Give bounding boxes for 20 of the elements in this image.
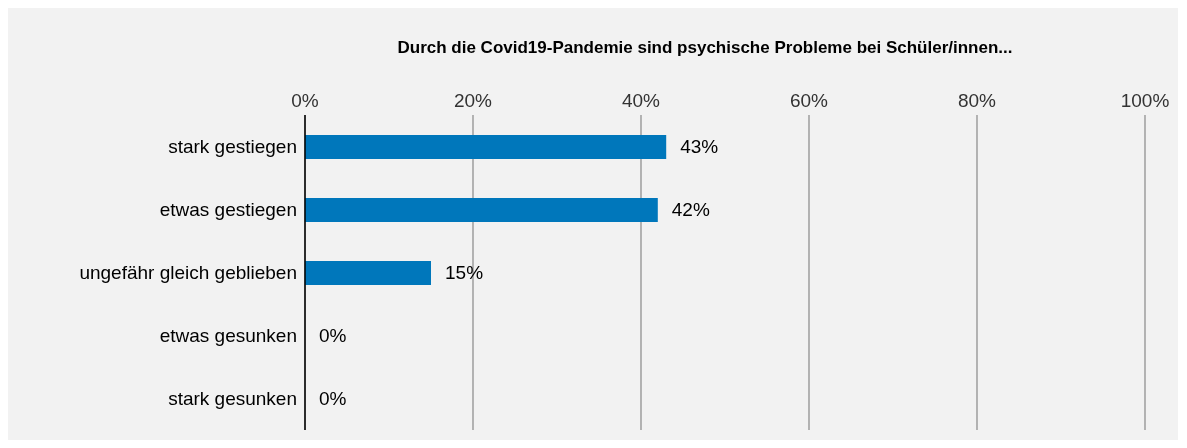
x-tick-label: 20% <box>453 90 493 111</box>
x-tick-label: 100% <box>1120 90 1170 111</box>
data-label: 0% <box>319 388 347 409</box>
bar <box>305 135 667 159</box>
y-tick-label: stark gesunken <box>168 388 297 410</box>
x-tick-label: 40% <box>621 90 661 111</box>
y-tick-label: ungefähr gleich geblieben <box>79 262 297 284</box>
y-tick-label: etwas gestiegen <box>159 199 297 221</box>
x-tick-label: 60% <box>789 90 829 111</box>
y-tick-label: stark gestiegen <box>168 136 297 158</box>
data-label: 0% <box>319 325 347 346</box>
y-tick-label: etwas gesunken <box>159 325 297 347</box>
chart-title: Durch die Covid19-Pandemie sind psychische Probleme bei Schüler/innen... <box>396 38 1014 58</box>
x-tick-label: 0% <box>291 90 319 111</box>
x-tick-label: 80% <box>957 90 997 111</box>
bar <box>305 198 658 222</box>
data-label: 15% <box>445 262 484 283</box>
data-label: 42% <box>671 199 710 220</box>
bar <box>305 261 431 285</box>
data-label: 43% <box>680 136 719 157</box>
